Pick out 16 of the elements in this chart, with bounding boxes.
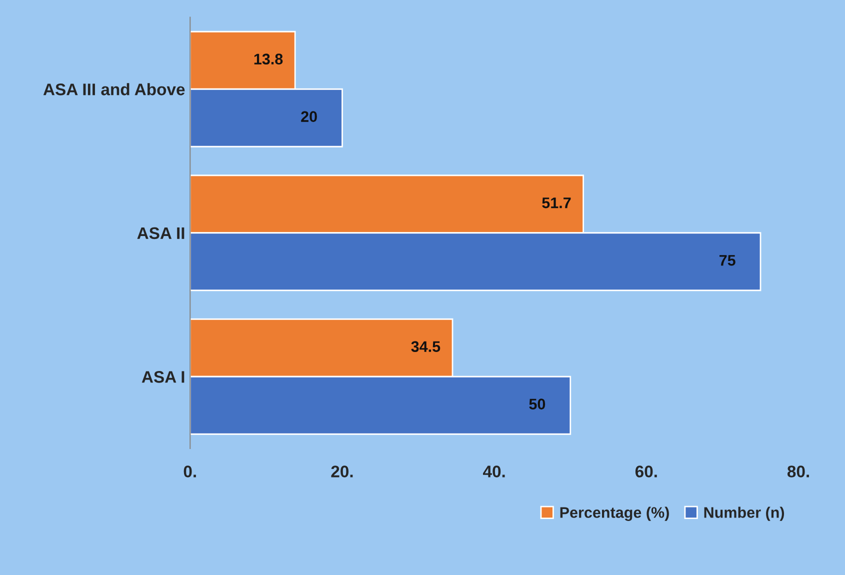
x-tick-label: 0. [184, 466, 196, 478]
x-tick-label: 20. [331, 466, 353, 478]
data-label: 13.8 [254, 54, 283, 64]
data-label: 75 [719, 255, 736, 266]
legend-label: Number (n) [704, 506, 784, 521]
y-tick-label: ASA III and Above [43, 83, 185, 96]
y-tick-label: ASA I [142, 371, 184, 383]
x-tick-label: 80. [787, 466, 809, 478]
legend-label: Percentage (%) [560, 506, 669, 521]
data-label: 20 [301, 111, 317, 122]
y-tick-label: ASA II [137, 227, 184, 240]
data-label: 51.7 [542, 198, 571, 208]
x-tick-label: 40. [482, 466, 505, 478]
data-label: 50 [529, 398, 546, 410]
data-label: 34.5 [411, 341, 440, 352]
x-tick-label: 60. [635, 466, 657, 478]
